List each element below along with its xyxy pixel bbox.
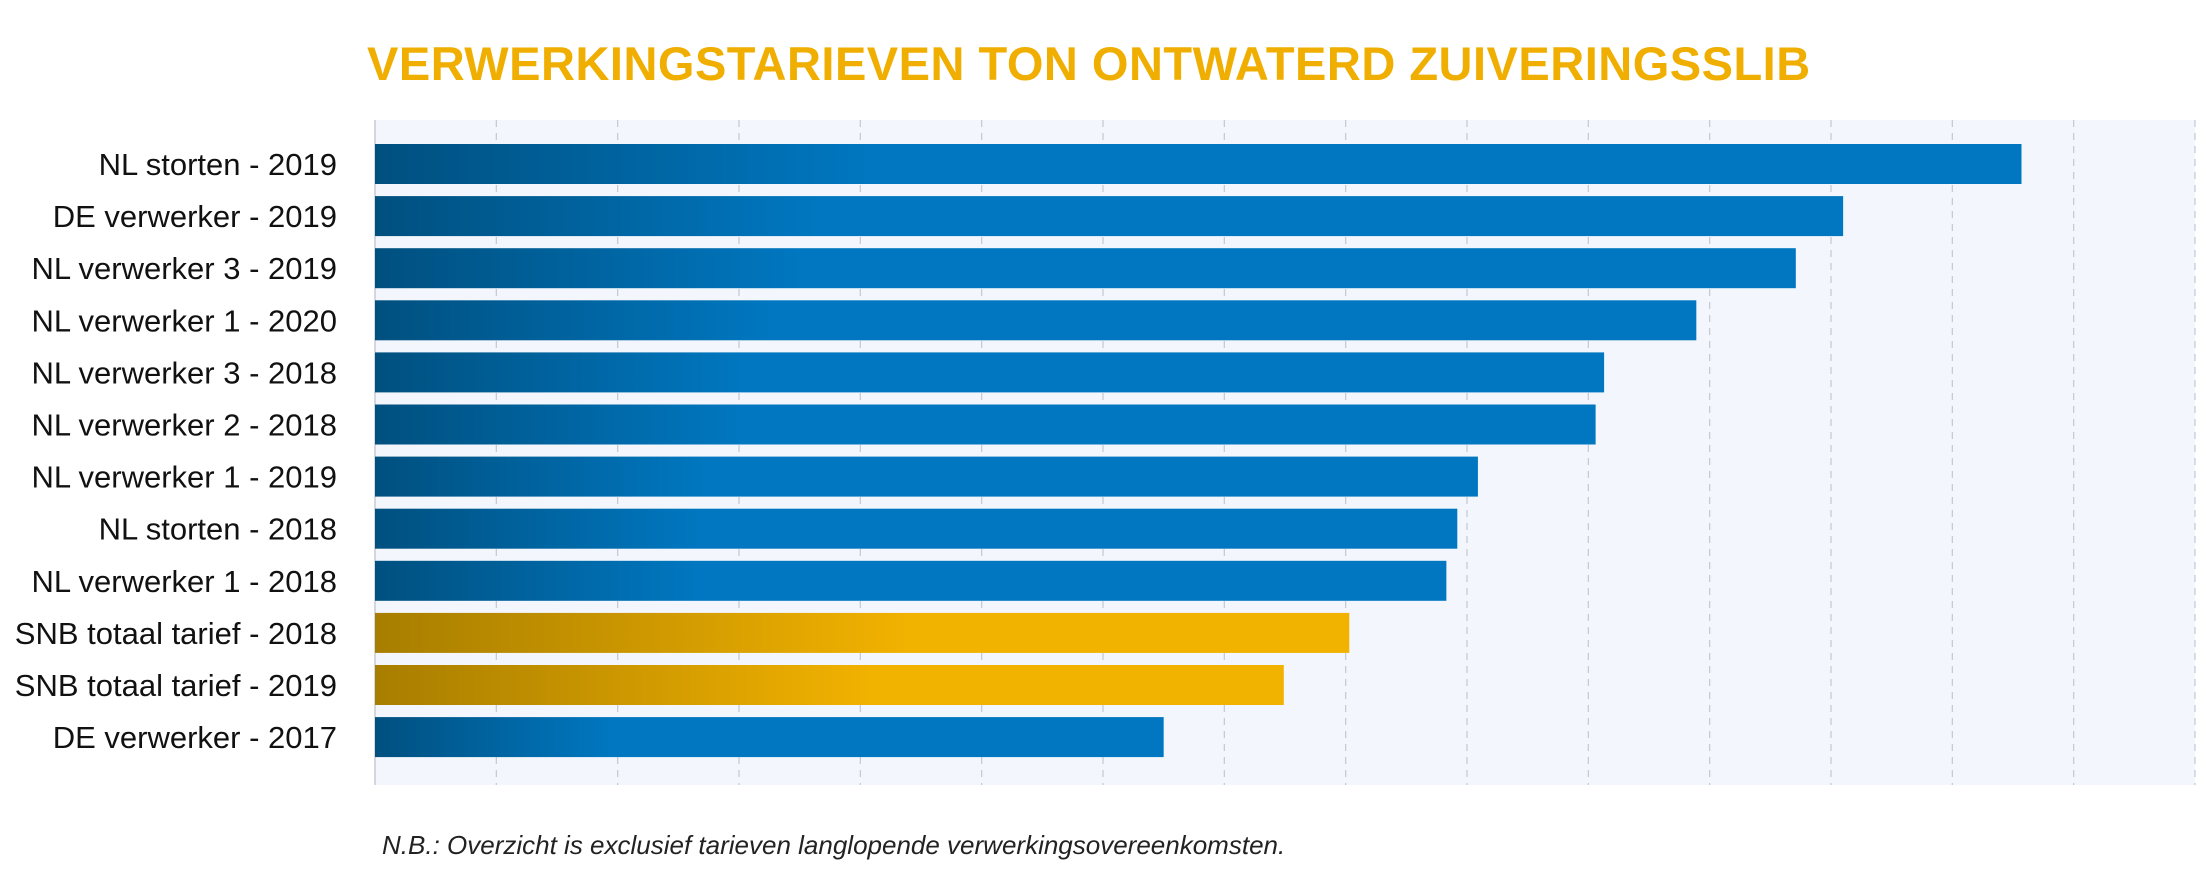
bar (375, 196, 1844, 237)
category-label: NL verwerker 2 - 2018 (31, 408, 337, 443)
bar (375, 456, 1478, 497)
category-labels: NL storten - 2019 DE verwerker - 2019 NL v… (15, 147, 337, 755)
category-label: NL storten - 2019 (99, 147, 337, 182)
category-label: DE verwerker - 2019 (53, 199, 337, 234)
bar (375, 352, 1605, 393)
bar-highlight (375, 665, 1284, 705)
bar-highlight (375, 612, 1350, 653)
category-label: NL verwerker 1 - 2019 (31, 460, 337, 495)
bar (375, 560, 1447, 601)
bar (375, 508, 1458, 549)
category-label: NL verwerker 3 - 2019 (31, 251, 337, 286)
footnote: N.B.: Overzicht is exclusief tarieven la… (382, 830, 1286, 860)
category-label: DE verwerker - 2017 (53, 720, 337, 755)
category-label: NL verwerker 1 - 2020 (31, 303, 337, 338)
bars (375, 144, 2022, 758)
bar (375, 300, 1697, 341)
category-label: NL storten - 2018 (99, 512, 337, 547)
category-label: SNB totaal tarief - 2018 (15, 616, 337, 651)
bar (375, 717, 1164, 758)
bar-chart: NL storten - 2019 DE verwerker - 2019 NL v… (15, 120, 2196, 785)
bar (375, 144, 2022, 184)
bar (375, 248, 1796, 289)
category-label: NL verwerker 3 - 2018 (31, 355, 337, 390)
category-label: SNB totaal tarief - 2019 (15, 668, 337, 703)
bar (375, 404, 1596, 445)
chart-title: VERWERKINGSTARIEVEN TON ONTWATERD ZUIVER… (367, 37, 1811, 90)
category-label: NL verwerker 1 - 2018 (31, 564, 337, 599)
